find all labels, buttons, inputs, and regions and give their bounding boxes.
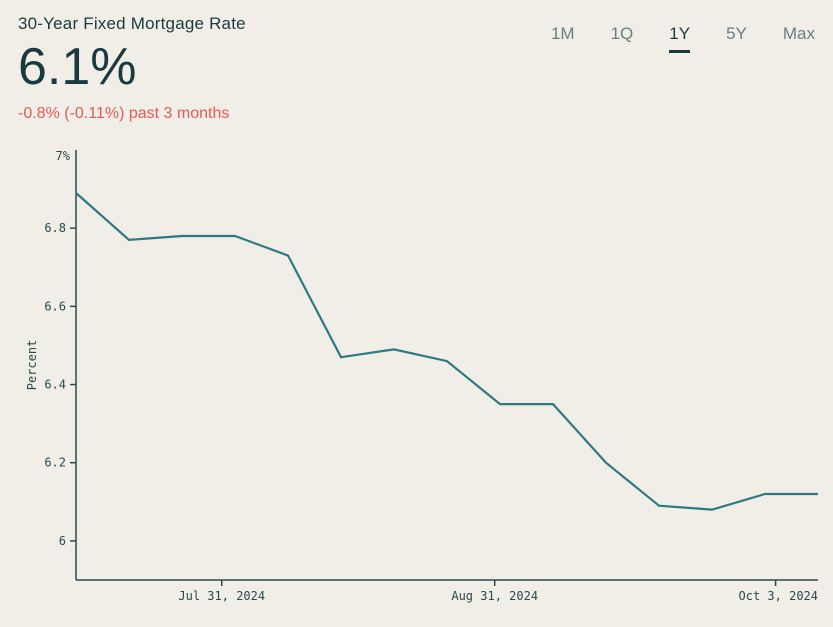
line-chart: 7% 6 6.2 6.4 6.6 6.8 Percent Jul 31, 2024 Aug 31…: [18, 150, 818, 620]
y-axis-max-label: 7%: [56, 150, 71, 163]
rate-series-line: [76, 193, 818, 510]
chart-delta: -0.8% (-0.11%) past 3 months: [18, 105, 815, 123]
range-tab-5y[interactable]: 5Y: [726, 24, 747, 53]
chart-header: 30-Year Fixed Mortgage Rate 6.1% -0.8% (…: [18, 14, 815, 123]
y-tick-label: 6: [59, 534, 66, 548]
x-tick-label: Jul 31, 2024: [178, 589, 265, 603]
range-tab-1m[interactable]: 1M: [551, 24, 575, 53]
y-axis-title: Percent: [25, 340, 39, 391]
range-tab-1y[interactable]: 1Y: [669, 24, 690, 53]
range-tab-1q[interactable]: 1Q: [611, 24, 634, 53]
y-tick-label: 6.2: [44, 456, 66, 470]
range-tab-max[interactable]: Max: [783, 24, 815, 53]
y-tick-label: 6.8: [44, 221, 66, 235]
x-tick-label: Aug 31, 2024: [451, 589, 538, 603]
x-tick-label: Oct 3, 2024: [739, 589, 818, 603]
y-tick-label: 6.6: [44, 299, 66, 313]
range-selector: 1M 1Q 1Y 5Y Max: [551, 24, 815, 53]
y-tick-label: 6.4: [44, 378, 66, 392]
